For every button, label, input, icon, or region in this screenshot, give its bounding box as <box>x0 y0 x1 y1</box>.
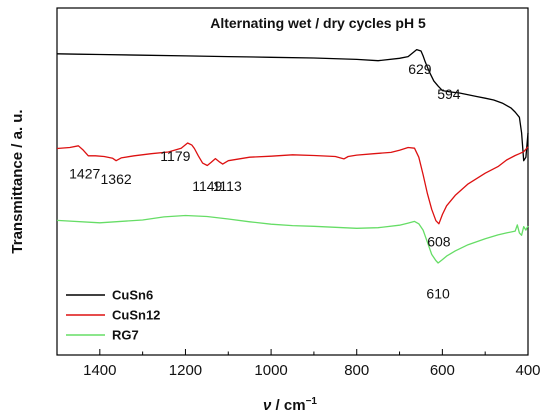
peak-label-629: 629 <box>408 61 432 77</box>
legend-label-cusn12: CuSn12 <box>112 308 160 323</box>
x-axis-label-superscript: −1 <box>306 396 318 407</box>
peak-label-1179: 1179 <box>160 148 190 164</box>
x-tick-label: 1200 <box>169 362 202 379</box>
peak-label-1149: 1149 <box>192 178 222 194</box>
peak-label-1113: 1113 <box>213 178 242 194</box>
x-tick-label: 1000 <box>254 362 287 379</box>
x-axis-ticks: 1400 1200 1000 800 600 400 <box>56 349 541 379</box>
peak-label-1362: 1362 <box>101 171 132 187</box>
plot-frame <box>56 7 529 356</box>
legend-label-cusn6: CuSn6 <box>112 288 153 303</box>
x-axis-label: ν / cm−1 <box>263 396 317 414</box>
legend-label-rg7: RG7 <box>112 328 139 343</box>
peak-label-608: 608 <box>427 233 451 249</box>
series-line-cusn6 <box>56 48 529 162</box>
peak-label-1427: 1427 <box>69 166 100 182</box>
series-line-cusn12 <box>56 142 529 225</box>
series-line-rg7 <box>56 214 529 264</box>
y-axis-label: Transmittance / a. u. <box>9 109 26 253</box>
chart-title: Alternating wet / dry cycles pH 5 <box>210 15 426 31</box>
legend: CuSn6 CuSn12 RG7 <box>66 288 160 343</box>
x-axis-label-variable: ν <box>263 397 272 414</box>
x-tick-label: 600 <box>430 362 455 379</box>
x-tick-label: 800 <box>344 362 369 379</box>
x-tick-label: 1400 <box>83 362 116 379</box>
series-layer <box>56 48 529 264</box>
peak-label-594: 594 <box>437 86 461 102</box>
peak-label-610: 610 <box>426 285 450 301</box>
x-axis-label-unit: / cm <box>271 397 305 414</box>
x-tick-label: 400 <box>515 362 540 379</box>
